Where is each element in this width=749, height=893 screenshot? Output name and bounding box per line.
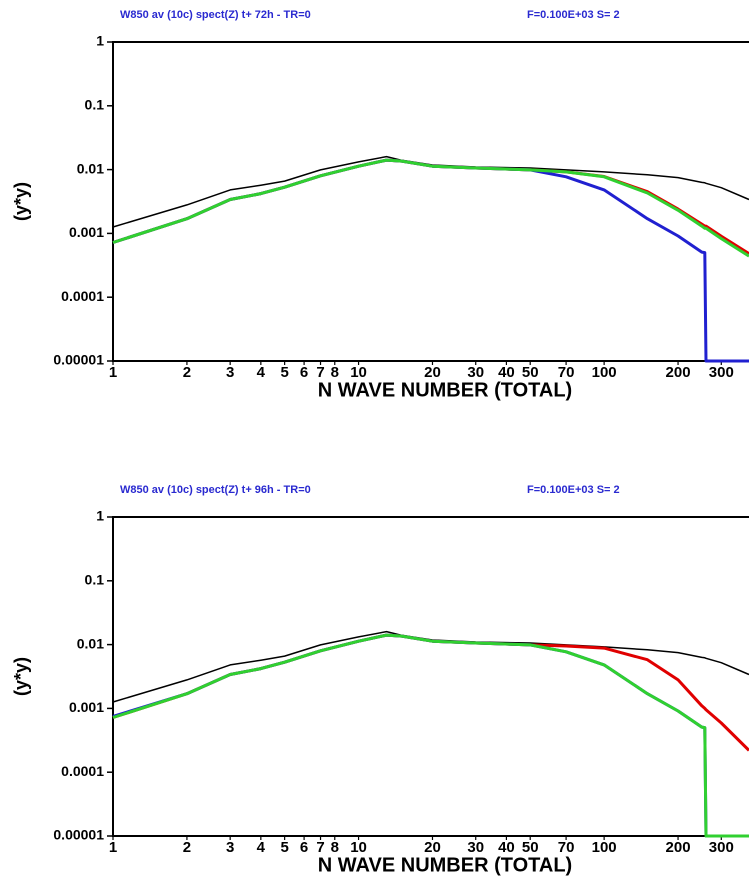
y-tick-label: 0.0001 (61, 288, 104, 304)
chart-subtitle: F=0.100E+03 S= 2 (527, 484, 620, 496)
x-axis-label: N WAVE NUMBER (TOTAL) (318, 379, 572, 401)
x-tick-label: 1 (109, 364, 117, 381)
x-tick-label: 10 (350, 839, 367, 856)
chart-subtitle: F=0.100E+03 S= 2 (527, 9, 620, 21)
x-tick-label: 200 (666, 364, 691, 381)
x-tick-label: 5 (280, 839, 288, 856)
y-axis-label: (y*y) (11, 182, 31, 221)
x-tick-label: 30 (467, 364, 484, 381)
x-tick-label: 2 (183, 839, 191, 856)
y-tick-label: 0.00001 (53, 827, 104, 843)
x-tick-label: 100 (592, 839, 617, 856)
x-tick-label: 20 (424, 839, 441, 856)
y-tick-label: 0.1 (85, 97, 105, 113)
x-tick-label: 100 (592, 364, 617, 381)
y-tick-label: 1 (96, 33, 104, 49)
x-tick-label: 10 (350, 364, 367, 381)
x-tick-label: 1 (109, 839, 117, 856)
x-tick-label: 70 (558, 364, 575, 381)
x-tick-label: 50 (522, 364, 539, 381)
x-tick-label: 5 (280, 364, 288, 381)
y-tick-label: 0.01 (77, 160, 104, 176)
y-tick-label: 0.001 (69, 699, 104, 715)
series-line (112, 158, 749, 363)
series-line (112, 158, 749, 255)
series-line (112, 633, 749, 752)
x-tick-label: 6 (300, 839, 308, 856)
x-tick-label: 50 (522, 839, 539, 856)
x-tick-label: 200 (666, 839, 691, 856)
x-tick-label: 4 (257, 839, 266, 856)
y-tick-label: 1 (96, 508, 104, 524)
y-tick-label: 0.01 (77, 635, 104, 651)
x-tick-label: 3 (226, 839, 234, 856)
x-tick-label: 6 (300, 364, 308, 381)
x-tick-label: 8 (331, 839, 339, 856)
y-tick-label: 0.1 (85, 572, 105, 588)
series-line (112, 158, 749, 258)
series-line (112, 633, 749, 838)
x-tick-label: 7 (316, 364, 324, 381)
y-tick-label: 0.00001 (53, 352, 104, 368)
x-tick-label: 300 (709, 364, 734, 381)
chart-title: W850 av (10c) spect(Z) t+ 96h - TR=0 (120, 484, 311, 496)
x-tick-label: 3 (226, 364, 234, 381)
plot-frame (112, 41, 749, 362)
x-tick-label: 4 (257, 364, 266, 381)
y-tick-label: 0.0001 (61, 763, 104, 779)
y-axis-label: (y*y) (11, 657, 31, 696)
x-axis-label: N WAVE NUMBER (TOTAL) (318, 854, 572, 876)
x-tick-label: 20 (424, 364, 441, 381)
x-tick-label: 30 (467, 839, 484, 856)
chart-title: W850 av (10c) spect(Z) t+ 72h - TR=0 (120, 9, 311, 21)
x-tick-label: 7 (316, 839, 324, 856)
plot-frame (112, 516, 749, 837)
x-tick-label: 300 (709, 839, 734, 856)
x-tick-label: 40 (498, 364, 515, 381)
x-tick-label: 40 (498, 839, 515, 856)
x-tick-label: 2 (183, 364, 191, 381)
y-tick-label: 0.001 (69, 224, 104, 240)
x-tick-label: 70 (558, 839, 575, 856)
x-tick-label: 8 (331, 364, 339, 381)
